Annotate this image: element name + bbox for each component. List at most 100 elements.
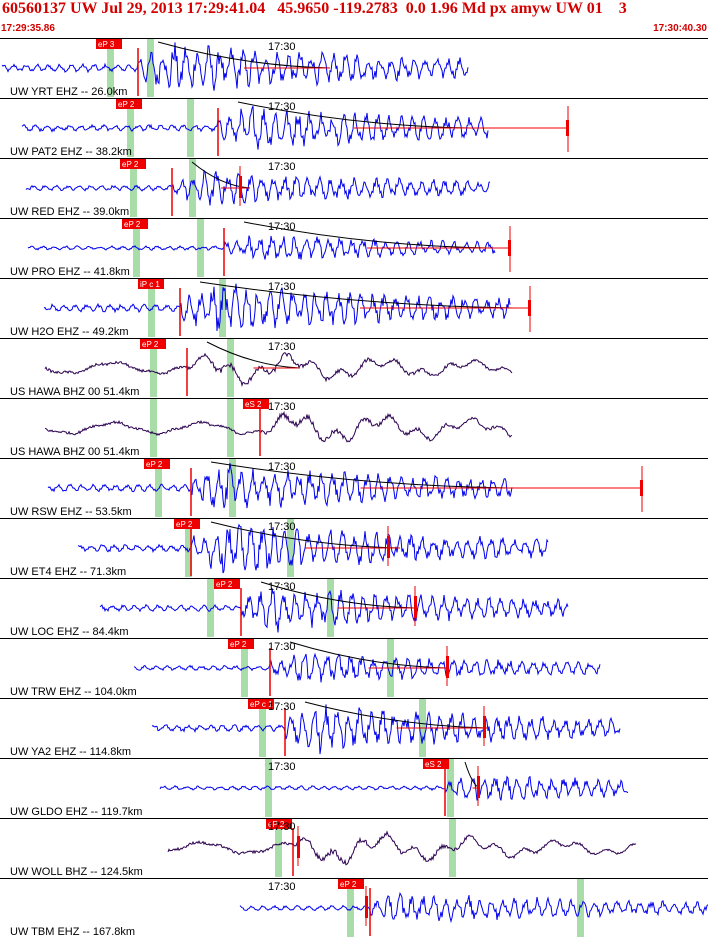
pick-label: eP 2 xyxy=(216,580,233,589)
waveform xyxy=(44,410,513,443)
pick-label: eP 2 xyxy=(118,100,135,109)
window-bar xyxy=(187,99,194,157)
pick-label: eP 2 xyxy=(230,640,247,649)
pick-flag xyxy=(423,759,449,769)
minute-mark: 17:30 xyxy=(268,881,296,893)
pick-flag xyxy=(248,699,274,709)
waveform xyxy=(151,704,621,755)
minute-mark: 17:30 xyxy=(268,161,296,173)
window-bar xyxy=(327,579,334,637)
pick-flag xyxy=(338,879,364,889)
pick-flag xyxy=(96,39,122,49)
trace-row: eP 2 17:30 UW RED EHZ -- 39.0km xyxy=(0,158,708,218)
waveform xyxy=(167,830,637,866)
station-label: UW PAT2 EHZ -- 38.2km xyxy=(10,146,132,158)
station-label: UW RED EHZ -- 39.0km xyxy=(10,206,129,218)
pick-flag xyxy=(174,519,200,529)
pick-label: eP 2 xyxy=(176,520,193,529)
window-bar xyxy=(185,519,192,577)
pick-label: eP 2 xyxy=(124,220,141,229)
pick-flag xyxy=(120,159,146,169)
waveform xyxy=(47,463,513,509)
window-bar xyxy=(577,879,584,937)
pick-flag xyxy=(214,579,240,589)
station-label: US HAWA BHZ 00 51.4km xyxy=(10,446,139,458)
coda-curve xyxy=(260,581,416,609)
pick-flag xyxy=(144,459,170,469)
trace-row: eP 3 17:30 UW YRT EHZ -- 26.0km xyxy=(0,38,708,98)
window-bar xyxy=(259,699,266,757)
window-bar xyxy=(265,759,272,817)
minute-mark: 17:30 xyxy=(268,41,296,53)
trace-row: eP 2 17:30 UW RSW EHZ -- 53.5km xyxy=(0,458,708,518)
window-bar xyxy=(150,399,157,457)
trace-row: iP c 1 17:30 UW H2O EHZ -- 49.2km xyxy=(0,278,708,338)
trace-row: eP 2 17:30 UW PRO EHZ -- 41.8km xyxy=(0,218,708,278)
minute-mark: 17:30 xyxy=(268,281,296,293)
station-label: UW H2O EHZ -- 49.2km xyxy=(10,326,129,338)
station-label: UW TBM EHZ -- 167.8km xyxy=(10,926,135,938)
coda-curve xyxy=(191,161,251,189)
start-time: 17:29:35.86 xyxy=(1,23,55,34)
coda-curve xyxy=(210,521,401,549)
window-bar xyxy=(147,39,154,97)
minute-mark: 17:30 xyxy=(268,341,296,353)
window-bar xyxy=(449,819,456,877)
window-bar xyxy=(227,399,234,457)
minute-mark: 17:30 xyxy=(268,521,296,533)
header: 60560137 UW Jul 29, 2013 17:29:41.04 45.… xyxy=(0,0,708,39)
minute-mark: 17:30 xyxy=(268,401,296,413)
window-bar xyxy=(447,759,454,817)
station-label: UW GLDO EHZ -- 119.7km xyxy=(10,806,142,818)
pick-label: eP 2 xyxy=(122,160,139,169)
waveform xyxy=(25,169,491,206)
trace-row: eS 2 17:30 US HAWA BHZ 00 51.4km xyxy=(0,398,708,458)
trace-row: eP 217:30 UW WOLL BHZ -- 124.5km xyxy=(0,818,708,878)
waveform xyxy=(1,42,469,91)
window-bar xyxy=(107,39,114,97)
trace-row: eS 2 17:30 UW GLDO EHZ -- 119.7km xyxy=(0,758,708,818)
station-label: UW TRW EHZ -- 104.0km xyxy=(10,686,137,698)
event-title: 60560137 UW Jul 29, 2013 17:29:41.04 45.… xyxy=(2,0,627,17)
coda-curve xyxy=(210,461,511,489)
station-label: UW YRT EHZ -- 26.0km xyxy=(10,86,127,98)
pick-label: eP c 1 xyxy=(250,700,273,709)
minute-mark: 17:30 xyxy=(268,461,296,473)
pick-label: eS 2 xyxy=(245,400,262,409)
pick-flag xyxy=(122,219,148,229)
trace-row: eP 2 17:30 UW PAT2 EHZ -- 38.2km xyxy=(0,98,708,158)
waveform xyxy=(21,105,489,150)
coda-curve xyxy=(237,101,471,129)
station-label: UW WOLL BHZ -- 124.5km xyxy=(10,866,143,878)
pick-flag xyxy=(140,339,166,349)
window-bar xyxy=(287,519,294,577)
pick-label: eP 2 xyxy=(340,880,357,889)
station-label: UW RSW EHZ -- 53.5km xyxy=(10,506,132,518)
pick-label: iP c 1 xyxy=(140,280,160,289)
window-bar xyxy=(227,339,234,397)
window-bar xyxy=(229,459,236,517)
station-label: UW LOC EHZ -- 84.4km xyxy=(10,626,129,638)
pick-flag xyxy=(228,639,254,649)
window-bar xyxy=(189,159,196,217)
window-bar xyxy=(275,819,282,877)
coda-curve xyxy=(199,281,521,309)
trace-row: eP 2 17:30 UW LOC EHZ -- 84.4km xyxy=(0,578,708,638)
waveform xyxy=(133,652,601,683)
trace-row: eP 2 17:30 UW TBM EHZ -- 167.8km xyxy=(0,878,708,938)
trace-row: eP 2 17:30 UW TRW EHZ -- 104.0km xyxy=(0,638,708,698)
pick-flag xyxy=(266,819,292,829)
trace-row: eP 2 17:30 UW ET4 EHZ -- 71.3km xyxy=(0,518,708,578)
coda-curve xyxy=(243,221,491,249)
coda-curve xyxy=(157,41,331,69)
pick-label: eP 2 xyxy=(268,820,285,829)
minute-mark: 17:30 xyxy=(268,761,296,773)
seismogram-panel: eP 3 17:30 UW YRT EHZ -- 26.0km eP 2 17:30 UW… xyxy=(0,38,708,938)
window-bar xyxy=(207,579,214,637)
station-label: UW PRO EHZ -- 41.8km xyxy=(10,266,130,278)
minute-mark: 17:30 xyxy=(268,101,296,113)
waveform xyxy=(239,891,708,924)
minute-mark: 17:30 xyxy=(268,701,296,713)
coda-curve xyxy=(289,641,448,669)
